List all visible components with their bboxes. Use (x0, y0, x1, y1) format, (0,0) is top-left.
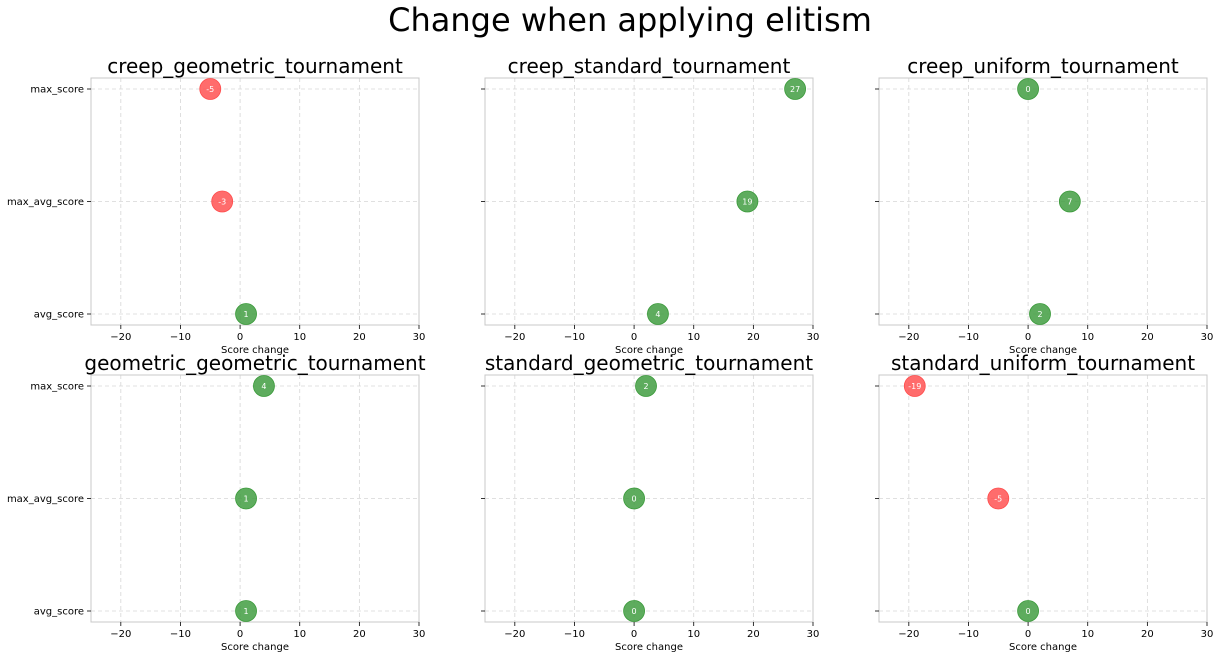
x-tick-label: 10 (687, 332, 700, 343)
data-label: 4 (261, 382, 266, 391)
x-tick-label: 20 (747, 629, 760, 640)
x-tick-label: 10 (1081, 629, 1094, 640)
x-tick-label: 20 (353, 332, 366, 343)
x-tick-label: 30 (1201, 332, 1214, 343)
data-label: 0 (632, 607, 637, 616)
x-tick-label: 10 (687, 629, 700, 640)
data-label: 27 (790, 85, 800, 94)
x-tick-label: 30 (1201, 629, 1214, 640)
x-tick-label: −10 (170, 332, 191, 343)
y-tick-label: max_score (30, 85, 84, 96)
subplot-5: standard_geometric_tournament−20 −10 0 10 20… (481, 351, 819, 653)
data-point-max-score (199, 78, 222, 100)
data-point-max-score (635, 375, 657, 397)
data-label: -19 (908, 382, 921, 391)
y-tick-label: avg_score (34, 607, 84, 618)
x-tick-label: 10 (293, 332, 306, 343)
subplot-title: standard_geometric_tournament (485, 351, 813, 375)
x-tick-label: −20 (898, 332, 919, 343)
y-tick-label: max_avg_score (7, 197, 84, 208)
data-point-max-avg-score (736, 190, 759, 213)
subplot-title: creep_geometric_tournament (107, 54, 403, 78)
x-tick-label: −10 (958, 332, 979, 343)
x-tick-label: −20 (110, 629, 131, 640)
x-tick-label: 0 (1025, 332, 1031, 343)
data-point-max-score (784, 78, 807, 100)
x-tick-label: 20 (1141, 629, 1154, 640)
data-point-max-avg-score (211, 190, 234, 213)
y-tick-label: max_score (30, 382, 84, 393)
data-point-avg-score (1029, 303, 1051, 325)
x-tick-label: −10 (958, 629, 979, 640)
data-label: 1 (244, 495, 249, 504)
subplot-title: geometric_geometric_tournament (84, 351, 425, 375)
data-label: 2 (1037, 310, 1042, 319)
subplot-1: creep_geometric_tournament −20 −10 0 10 20 30 S… (7, 54, 425, 356)
x-tick-label: 20 (353, 629, 366, 640)
data-point-avg-score (647, 303, 669, 325)
x-tick-label: −20 (898, 629, 919, 640)
x-axis-label: Score change (615, 642, 683, 653)
x-tick-label: 30 (413, 629, 426, 640)
x-tick-label: 0 (237, 629, 243, 640)
data-point-max-score (253, 375, 275, 397)
subplot-2: creep_standard_tournament −20 −10 0 10 20 30 Sc… (481, 54, 819, 356)
data-point-max-score (1017, 78, 1039, 100)
data-label: -3 (218, 198, 226, 207)
data-point-max-avg-score (623, 487, 645, 510)
x-tick-label: −20 (504, 332, 525, 343)
data-point-avg-score (1017, 600, 1039, 622)
data-point-max-avg-score (1058, 190, 1081, 213)
x-tick-label: −20 (504, 629, 525, 640)
x-axis-label: Score change (1009, 642, 1077, 653)
figure-title: Change when applying elitism (388, 1, 872, 39)
data-point-max-avg-score (235, 487, 257, 510)
x-tick-label: 0 (1025, 629, 1031, 640)
x-tick-label: −20 (110, 332, 131, 343)
x-axis-label: Score change (1009, 345, 1077, 356)
x-tick-label: 10 (1081, 332, 1094, 343)
subplot-6: standard_uniform_tournament −20 −10 0 10 20 30… (875, 351, 1213, 653)
subplot-4: geometric_geometric_tournament −20 −10 0 10 2… (7, 351, 426, 653)
data-label: -5 (994, 495, 1002, 504)
x-tick-label: −10 (170, 629, 191, 640)
data-point-avg-score (235, 303, 257, 325)
subplot-title: creep_uniform_tournament (907, 54, 1179, 78)
data-label: 0 (1026, 607, 1031, 616)
data-label: -5 (206, 85, 214, 94)
x-tick-label: 30 (413, 332, 426, 343)
data-label: 1 (244, 607, 249, 616)
subplot-title: creep_standard_tournament (508, 54, 791, 78)
subplot-title: standard_uniform_tournament (891, 351, 1195, 375)
data-label: 2 (643, 382, 648, 391)
data-label: 0 (632, 495, 637, 504)
data-label: 7 (1067, 198, 1072, 207)
x-tick-label: 10 (293, 629, 306, 640)
data-point-max-score (903, 375, 926, 397)
data-label: 0 (1026, 85, 1031, 94)
x-axis-label: Score change (221, 642, 289, 653)
x-axis-label: Score change (615, 345, 683, 356)
x-tick-label: 30 (807, 629, 820, 640)
x-tick-label: −10 (564, 332, 585, 343)
data-point-avg-score (623, 600, 645, 622)
y-tick-label: avg_score (34, 310, 84, 321)
data-point-max-avg-score (987, 487, 1010, 510)
data-label: 19 (742, 198, 752, 207)
x-tick-label: 0 (631, 332, 637, 343)
x-tick-label: 20 (747, 332, 760, 343)
data-label: 4 (655, 310, 660, 319)
x-tick-label: −10 (564, 629, 585, 640)
x-tick-label: 0 (631, 629, 637, 640)
x-tick-label: 20 (1141, 332, 1154, 343)
y-tick-label: max_avg_score (7, 494, 84, 505)
data-point-avg-score (235, 600, 257, 622)
x-tick-label: 30 (807, 332, 820, 343)
data-label: 1 (244, 310, 249, 319)
x-tick-label: 0 (237, 332, 243, 343)
x-axis-label: Score change (221, 345, 289, 356)
subplot-3: creep_uniform_tournament−20 −10 0 10 20 30Sco… (875, 54, 1213, 356)
